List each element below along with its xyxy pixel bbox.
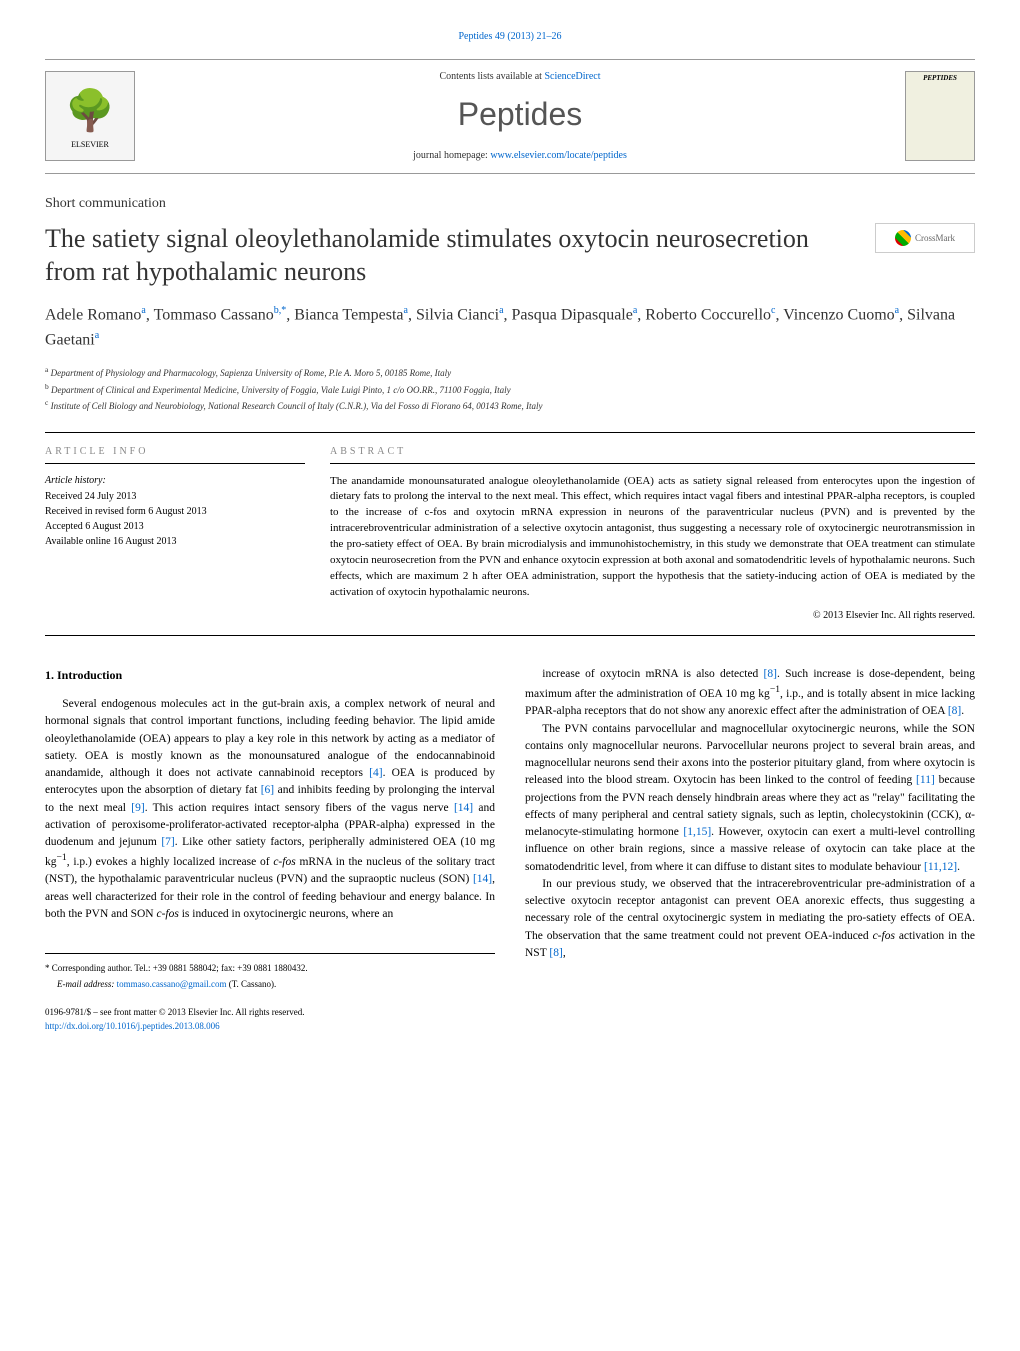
history-item: Received in revised form 6 August 2013 — [45, 505, 305, 519]
copyright: © 2013 Elsevier Inc. All rights reserved… — [330, 609, 975, 623]
body-columns: 1. Introduction Several endogenous molec… — [45, 666, 975, 1033]
abstract-column: ABSTRACT The anandamide monounsaturated … — [330, 445, 975, 624]
email-suffix: (T. Cassano). — [229, 979, 277, 989]
article-info: ARTICLE INFO Article history: Received 2… — [45, 445, 305, 624]
body-col-right: increase of oxytocin mRNA is also detect… — [525, 666, 975, 1033]
email-label: E-mail address: — [57, 979, 117, 989]
crossmark-label: CrossMark — [915, 232, 955, 245]
corresponding-author: * Corresponding author. Tel.: +39 0881 5… — [45, 962, 495, 976]
journal-homepage: journal homepage: www.elsevier.com/locat… — [135, 149, 905, 163]
contents-text: Contents lists available at — [439, 71, 544, 82]
journal-header: 🌳 ELSEVIER Contents lists available at S… — [45, 59, 975, 174]
col2-p1: increase of oxytocin mRNA is also detect… — [525, 666, 975, 721]
journal-cover: PEPTIDES — [905, 71, 975, 161]
sciencedirect-link[interactable]: ScienceDirect — [544, 71, 600, 82]
crossmark-badge[interactable]: CrossMark — [875, 223, 975, 253]
article-title: The satiety signal oleoylethanolamide st… — [45, 223, 855, 288]
info-heading: ARTICLE INFO — [45, 445, 305, 464]
header-citation: Peptides 49 (2013) 21–26 — [45, 30, 975, 44]
history-label: Article history: — [45, 474, 305, 488]
crossmark-icon — [895, 230, 911, 246]
cover-title: PEPTIDES — [908, 74, 972, 84]
history-list: Received 24 July 2013Received in revised… — [45, 490, 305, 549]
email-link[interactable]: tommaso.cassano@gmail.com — [117, 979, 227, 989]
intro-p1: Several endogenous molecules act in the … — [45, 696, 495, 923]
affiliation-line: b Department of Clinical and Experimenta… — [45, 381, 975, 398]
doi-line: http://dx.doi.org/10.1016/j.peptides.201… — [45, 1020, 495, 1034]
body-col-left: 1. Introduction Several endogenous molec… — [45, 666, 495, 1033]
journal-name: Peptides — [135, 92, 905, 137]
intro-heading: 1. Introduction — [45, 666, 495, 684]
history-item: Available online 16 August 2013 — [45, 535, 305, 549]
email-line: E-mail address: tommaso.cassano@gmail.co… — [57, 978, 495, 992]
article-type: Short communication — [45, 194, 975, 214]
footer-section: * Corresponding author. Tel.: +39 0881 5… — [45, 953, 495, 1033]
homepage-link[interactable]: www.elsevier.com/locate/peptides — [490, 150, 627, 161]
abstract-heading: ABSTRACT — [330, 445, 975, 464]
doi-link[interactable]: http://dx.doi.org/10.1016/j.peptides.201… — [45, 1021, 220, 1031]
title-row: The satiety signal oleoylethanolamide st… — [45, 223, 975, 303]
authors: Adele Romanoa, Tommaso Cassanob,*, Bianc… — [45, 303, 975, 352]
history-item: Accepted 6 August 2013 — [45, 520, 305, 534]
elsevier-label: ELSEVIER — [71, 139, 109, 150]
homepage-label: journal homepage: — [413, 150, 490, 161]
abstract-text: The anandamide monounsaturated analogue … — [330, 474, 975, 602]
col2-p3: In our previous study, we observed that … — [525, 876, 975, 962]
affiliation-line: c Institute of Cell Biology and Neurobio… — [45, 397, 975, 414]
abstract-section: ARTICLE INFO Article history: Received 2… — [45, 432, 975, 637]
journal-center: Contents lists available at ScienceDirec… — [135, 70, 905, 163]
contents-list: Contents lists available at ScienceDirec… — [135, 70, 905, 84]
affiliations: a Department of Physiology and Pharmacol… — [45, 364, 975, 414]
elsevier-tree-icon: 🌳 — [65, 83, 115, 139]
elsevier-logo: 🌳 ELSEVIER — [45, 71, 135, 161]
history-item: Received 24 July 2013 — [45, 490, 305, 504]
affiliation-line: a Department of Physiology and Pharmacol… — [45, 364, 975, 381]
issn-line: 0196-9781/$ – see front matter © 2013 El… — [45, 1006, 495, 1020]
col2-p2: The PVN contains parvocellular and magno… — [525, 721, 975, 876]
